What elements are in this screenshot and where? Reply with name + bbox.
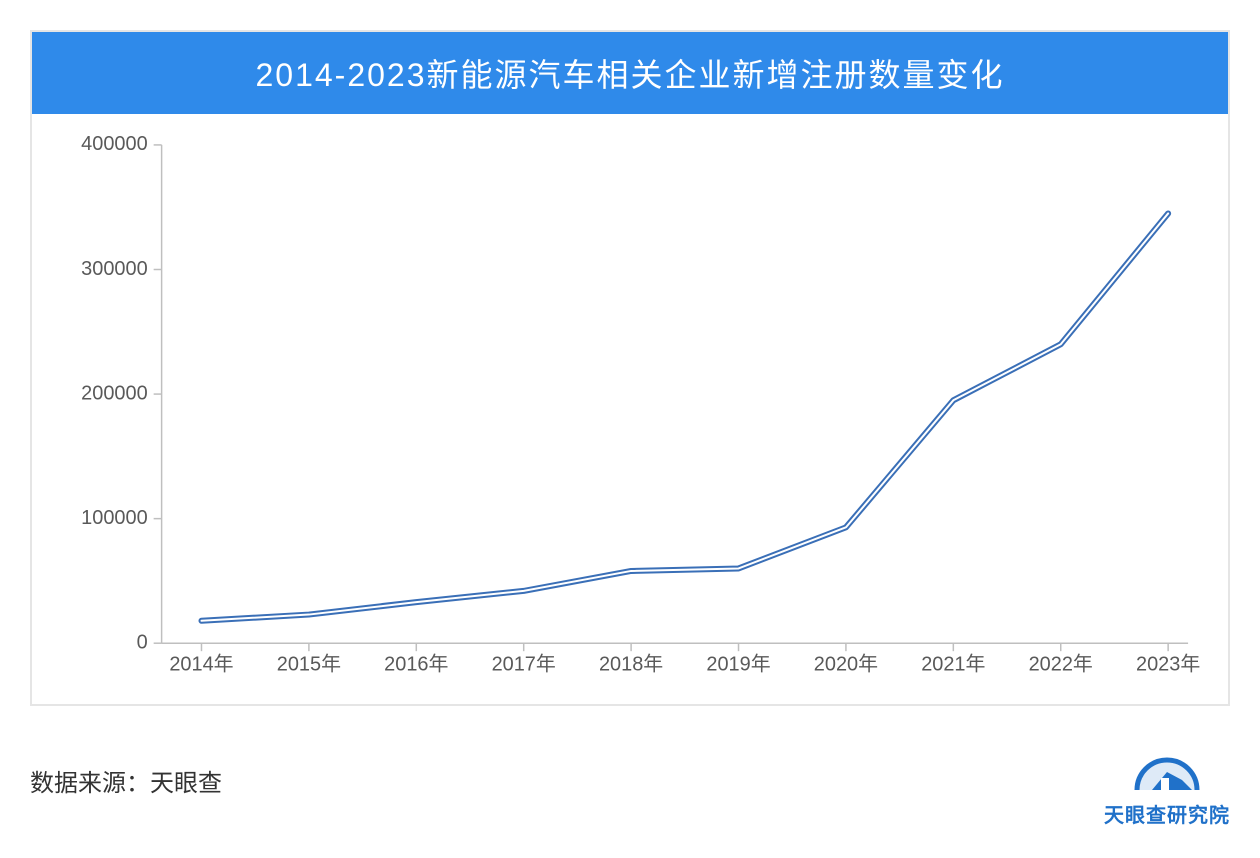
svg-text:2022年: 2022年 xyxy=(1029,653,1093,676)
chart-container: 2014-2023新能源汽车相关企业新增注册数量变化 0 100000 200000… xyxy=(30,30,1230,706)
svg-text:300000: 300000 xyxy=(81,258,147,280)
source-value: 天眼查 xyxy=(150,770,222,797)
logo-block: 天眼查研究院 xyxy=(1104,750,1230,828)
svg-text:2021年: 2021年 xyxy=(921,653,985,676)
svg-text:2016年: 2016年 xyxy=(384,653,448,676)
svg-text:2018年: 2018年 xyxy=(599,653,663,676)
logo-text: 天眼查研究院 xyxy=(1104,799,1230,828)
svg-text:200000: 200000 xyxy=(81,382,147,404)
svg-text:0: 0 xyxy=(137,631,148,653)
svg-text:2017年: 2017年 xyxy=(492,653,556,676)
svg-text:2015年: 2015年 xyxy=(277,653,341,676)
svg-text:400000: 400000 xyxy=(81,134,147,155)
svg-text:2019年: 2019年 xyxy=(706,653,770,676)
logo-icon xyxy=(1132,750,1202,792)
svg-text:100000: 100000 xyxy=(81,507,147,529)
line-chart-svg: 0 100000 200000 300000 400000 2014年 2015年 2016年… xyxy=(52,134,1208,694)
svg-text:2023年: 2023年 xyxy=(1136,653,1200,676)
source-prefix: 数据来源： xyxy=(30,770,150,797)
plot-area: 0 100000 200000 300000 400000 2014年 2015年 2016年… xyxy=(52,134,1208,694)
svg-text:2020年: 2020年 xyxy=(814,653,878,676)
svg-text:2014年: 2014年 xyxy=(169,653,233,676)
chart-title: 2014-2023新能源汽车相关企业新增注册数量变化 xyxy=(32,32,1228,114)
data-source: 数据来源：天眼查 xyxy=(30,763,222,798)
